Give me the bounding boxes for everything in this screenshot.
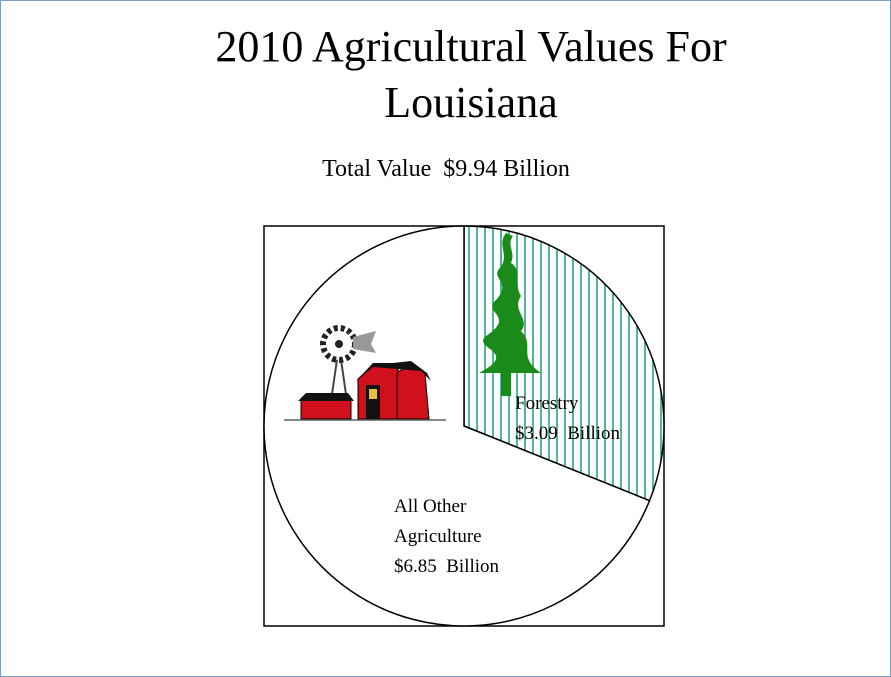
slice-label: Forestry <box>515 393 579 414</box>
chart-subtitle: Total Value $9.94 Billion <box>322 156 570 182</box>
farm-icon <box>284 325 446 421</box>
slice-value-label: $3.09 Billion <box>515 423 621 444</box>
slice-label: All Other Agriculture <box>394 496 482 547</box>
tree-icon <box>479 233 541 396</box>
chart-title: 2010 Agricultural Values For Louisiana <box>215 22 738 127</box>
slice-value-label: $6.85 Billion <box>394 556 500 577</box>
pie-slice <box>263 225 651 627</box>
